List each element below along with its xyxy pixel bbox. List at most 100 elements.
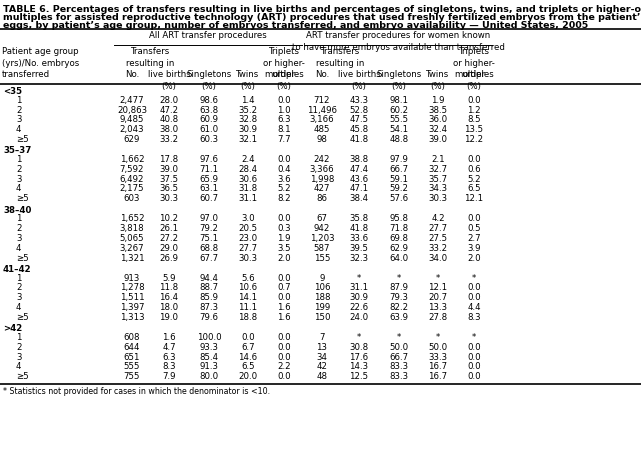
Text: 80.0: 80.0 (199, 372, 219, 381)
Text: 39.0: 39.0 (160, 165, 178, 174)
Text: 1,278: 1,278 (120, 283, 144, 292)
Text: ≥5: ≥5 (16, 372, 29, 381)
Text: 1.9: 1.9 (431, 96, 445, 105)
Text: 8.3: 8.3 (162, 363, 176, 372)
Text: 27.2: 27.2 (160, 234, 179, 243)
Text: 30.9: 30.9 (238, 125, 258, 134)
Text: 83.3: 83.3 (390, 363, 408, 372)
Text: 79.6: 79.6 (199, 313, 219, 322)
Text: 155: 155 (313, 254, 330, 263)
Text: *: * (472, 333, 476, 342)
Text: 55.5: 55.5 (390, 115, 408, 124)
Text: No.: No. (315, 71, 329, 80)
Text: 2,175: 2,175 (120, 184, 144, 193)
Text: 2: 2 (16, 283, 22, 292)
Text: 38–40: 38–40 (3, 206, 31, 215)
Text: 12.5: 12.5 (349, 372, 369, 381)
Text: 4: 4 (16, 125, 22, 134)
Text: 1.6: 1.6 (162, 333, 176, 342)
Text: 48: 48 (317, 372, 328, 381)
Text: 59.1: 59.1 (390, 174, 408, 183)
Text: 5.6: 5.6 (241, 273, 255, 283)
Text: 3: 3 (16, 234, 22, 243)
Text: 1: 1 (16, 273, 22, 283)
Text: 6.5: 6.5 (241, 363, 255, 372)
Text: 2.0: 2.0 (277, 254, 291, 263)
Text: 14.6: 14.6 (238, 353, 258, 362)
Text: 41–42: 41–42 (3, 265, 31, 274)
Text: 8.5: 8.5 (467, 115, 481, 124)
Text: 712: 712 (313, 96, 330, 105)
Text: 28.4: 28.4 (238, 165, 258, 174)
Text: 60.3: 60.3 (199, 135, 219, 144)
Text: Triplets
or higher-
order: Triplets or higher- order (453, 47, 495, 79)
Text: >42: >42 (3, 324, 22, 333)
Text: 30.3: 30.3 (160, 194, 179, 203)
Text: 20.7: 20.7 (428, 293, 447, 302)
Text: 35–37: 35–37 (3, 146, 31, 155)
Text: 16.7: 16.7 (428, 372, 447, 381)
Text: 27.7: 27.7 (238, 244, 258, 253)
Text: 33.2: 33.2 (160, 135, 179, 144)
Text: 32.1: 32.1 (238, 135, 258, 144)
Text: multiples
(%): multiples (%) (454, 71, 494, 91)
Text: 93.3: 93.3 (199, 343, 219, 352)
Text: 34.3: 34.3 (428, 184, 447, 193)
Text: 38.8: 38.8 (349, 155, 369, 164)
Text: 427: 427 (313, 184, 330, 193)
Text: 17.8: 17.8 (160, 155, 179, 164)
Text: 60.2: 60.2 (390, 106, 408, 115)
Text: 1.0: 1.0 (277, 106, 291, 115)
Text: 63.1: 63.1 (199, 184, 219, 193)
Text: 3.9: 3.9 (467, 244, 481, 253)
Text: 100.0: 100.0 (197, 333, 221, 342)
Text: 8.2: 8.2 (277, 194, 291, 203)
Text: 1,998: 1,998 (310, 174, 334, 183)
Text: 1,313: 1,313 (120, 313, 144, 322)
Text: 2.0: 2.0 (467, 254, 481, 263)
Text: 38.0: 38.0 (160, 125, 179, 134)
Text: *: * (436, 273, 440, 283)
Text: 0.0: 0.0 (277, 96, 291, 105)
Text: 2: 2 (16, 106, 22, 115)
Text: 0.0: 0.0 (467, 293, 481, 302)
Text: 3: 3 (16, 353, 22, 362)
Text: 1: 1 (16, 214, 22, 223)
Text: 8.1: 8.1 (277, 125, 291, 134)
Text: 26.9: 26.9 (160, 254, 178, 263)
Text: 71.8: 71.8 (390, 224, 408, 233)
Text: 63.9: 63.9 (390, 313, 408, 322)
Text: 97.6: 97.6 (199, 155, 219, 164)
Text: 2.7: 2.7 (467, 234, 481, 243)
Text: 0.6: 0.6 (467, 165, 481, 174)
Text: Triplets
or higher-
order: Triplets or higher- order (263, 47, 305, 79)
Text: 88.7: 88.7 (199, 283, 219, 292)
Text: *: * (436, 333, 440, 342)
Text: 14.3: 14.3 (349, 363, 369, 372)
Text: 87.3: 87.3 (199, 303, 219, 312)
Text: 4: 4 (16, 244, 22, 253)
Text: 3,818: 3,818 (120, 224, 144, 233)
Text: 7: 7 (319, 333, 325, 342)
Text: 32.3: 32.3 (349, 254, 369, 263)
Text: 0.0: 0.0 (467, 96, 481, 105)
Text: 0.0: 0.0 (277, 293, 291, 302)
Text: 0.5: 0.5 (467, 224, 481, 233)
Text: 98: 98 (317, 135, 328, 144)
Text: ≥5: ≥5 (16, 313, 29, 322)
Text: 4.7: 4.7 (162, 343, 176, 352)
Text: 34: 34 (317, 353, 328, 362)
Text: 30.9: 30.9 (349, 293, 369, 302)
Text: 4.4: 4.4 (467, 303, 481, 312)
Text: 942: 942 (314, 224, 330, 233)
Text: 40.8: 40.8 (160, 115, 179, 124)
Text: 48.8: 48.8 (390, 135, 408, 144)
Text: All ART transfer procedures: All ART transfer procedures (149, 31, 267, 40)
Text: 98.6: 98.6 (199, 96, 219, 105)
Text: 20.0: 20.0 (238, 372, 258, 381)
Text: 69.8: 69.8 (390, 234, 408, 243)
Text: 3.6: 3.6 (277, 174, 291, 183)
Text: 33.6: 33.6 (349, 234, 369, 243)
Text: 85.9: 85.9 (199, 293, 219, 302)
Text: 91.3: 91.3 (199, 363, 219, 372)
